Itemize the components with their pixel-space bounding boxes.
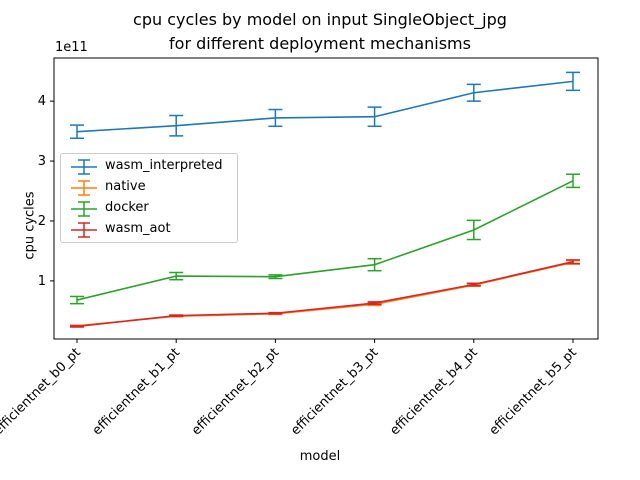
x-tick-label-4: efficientnet_b4_pt	[387, 345, 480, 438]
series-line-native	[76, 261, 574, 327]
x-axis-label: model	[299, 449, 341, 464]
y-tick-label-0: 1	[38, 274, 46, 289]
x-tick-label-3: efficientnet_b3_pt	[288, 345, 381, 438]
y-axis-label: cpu cycles	[22, 191, 38, 260]
legend-item-docker: docker	[61, 199, 237, 219]
legend-item-wasm_aot: wasm_aot	[61, 220, 237, 240]
series-line-docker	[76, 180, 574, 301]
y-tick-label-3: 4	[38, 94, 46, 109]
legend-swatch-native	[71, 180, 97, 196]
series-line-wasm_aot	[76, 260, 574, 328]
chart-title-line-1: cpu cycles by model on input SingleObjec…	[133, 10, 507, 29]
plot-frame	[53, 57, 599, 340]
legend-label-native: native	[105, 179, 146, 194]
legend-swatch-wasm_interpreted	[71, 159, 97, 175]
y-tick-label-2: 3	[38, 154, 46, 169]
chart-title-line-2: for different deployment mechanisms	[169, 34, 471, 53]
x-tick-label-2: efficientnet_b2_pt	[189, 345, 282, 438]
legend-swatch-wasm_aot	[71, 222, 97, 238]
x-tick-label-5: efficientnet_b5_pt	[487, 345, 580, 438]
x-tick-label-1: efficientnet_b1_pt	[90, 345, 183, 438]
legend-label-wasm_interpreted: wasm_interpreted	[105, 158, 223, 173]
legend-item-native: native	[61, 178, 237, 198]
series-line-wasm_interpreted	[76, 80, 574, 133]
y-tick-label-1: 2	[38, 214, 46, 229]
x-tick-label-0: efficientnet_b0_pt	[0, 345, 84, 438]
legend-label-docker: docker	[105, 200, 149, 215]
legend-item-wasm_interpreted: wasm_interpreted	[61, 157, 237, 177]
y-axis-offset-label: 1e11	[55, 40, 88, 55]
legend-label-wasm_aot: wasm_aot	[105, 221, 171, 236]
legend-swatch-docker	[71, 201, 97, 217]
